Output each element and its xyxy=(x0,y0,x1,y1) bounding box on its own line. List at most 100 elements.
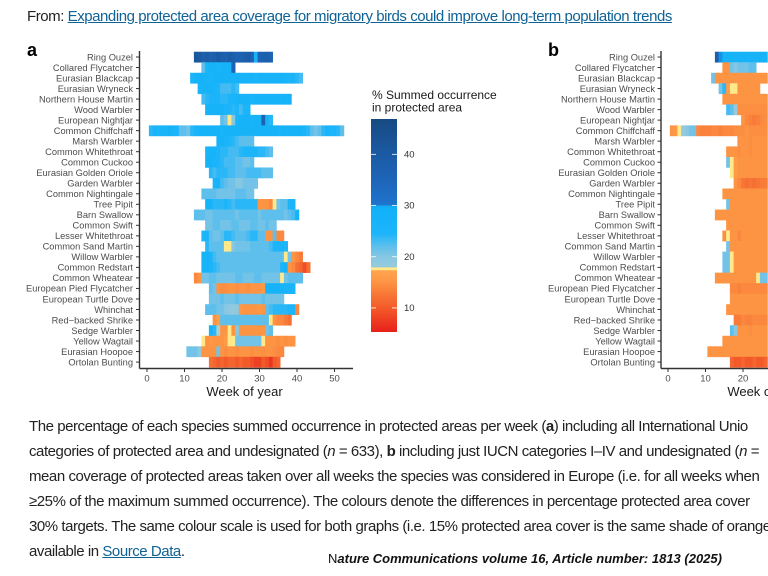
heatmap-cell xyxy=(752,104,757,116)
heatmap-cell xyxy=(733,146,738,158)
heatmap-row xyxy=(722,93,768,105)
heatmap-cell xyxy=(287,251,292,263)
heatmap-cell xyxy=(227,199,232,210)
heatmap-cell xyxy=(253,325,258,337)
heatmap-cell xyxy=(752,199,757,210)
heatmap-row xyxy=(726,199,768,210)
heatmap-cell xyxy=(722,125,727,137)
heatmap-cell xyxy=(223,72,228,84)
heatmap-cell xyxy=(276,241,281,252)
heatmap-row xyxy=(205,104,251,116)
heatmap-cell xyxy=(763,262,768,273)
heatmap-cell xyxy=(223,62,228,74)
species-label: Common Whitethroat xyxy=(567,147,655,157)
heatmap-cell xyxy=(227,356,232,368)
heatmap-cell xyxy=(216,314,221,326)
heatmap-cell xyxy=(283,93,288,105)
heatmap-cell xyxy=(272,283,277,294)
heatmap-cell xyxy=(223,177,228,189)
heatmap-cell xyxy=(287,272,292,284)
heatmap-cell xyxy=(246,177,251,189)
heatmap-cell xyxy=(197,272,202,284)
heatmap-cell xyxy=(295,272,300,284)
heatmap-cell xyxy=(726,335,731,347)
heatmap-cell xyxy=(268,314,273,326)
legend-title: % Summed occurrence xyxy=(372,88,497,102)
heatmap-cell xyxy=(283,283,288,294)
heatmap-cell xyxy=(231,114,236,126)
heatmap-cell xyxy=(752,62,757,74)
heatmap-cell xyxy=(257,220,262,231)
heatmap-cell xyxy=(235,325,240,337)
heatmap-cell xyxy=(261,304,266,316)
heatmap-cell xyxy=(752,188,757,200)
heatmap-row xyxy=(726,304,768,316)
heatmap-cell xyxy=(737,230,742,242)
heatmap-cell xyxy=(235,220,240,231)
species-label: Common Chiffchaff xyxy=(54,126,134,136)
heatmap-cell xyxy=(268,72,273,84)
heatmap-cell xyxy=(238,335,243,347)
heatmap-cell xyxy=(756,335,761,347)
heatmap-cell xyxy=(287,199,292,210)
caption-line: ≥25% of the maximum summed occurrence). … xyxy=(29,489,768,514)
heatmap-cell xyxy=(722,93,727,105)
heatmap-cell xyxy=(238,114,243,126)
heatmap-cell xyxy=(748,251,753,263)
heatmap-cell xyxy=(257,304,262,316)
heatmap-cell xyxy=(223,125,228,137)
heatmap-cell xyxy=(748,146,753,158)
heatmap-cell xyxy=(242,125,247,137)
heatmap-cell xyxy=(265,125,270,137)
heatmap-cell xyxy=(737,272,742,284)
heatmap-cell xyxy=(737,188,742,200)
heatmap-cell xyxy=(714,272,719,284)
article-title-link[interactable]: Expanding protected area coverage for mi… xyxy=(67,8,673,25)
heatmap-cell xyxy=(759,72,764,84)
heatmap-cell xyxy=(336,125,341,137)
heatmap-cell xyxy=(223,220,228,231)
heatmap-cell xyxy=(265,293,270,305)
heatmap-cell xyxy=(261,230,266,242)
species-label: Sedge Warbler xyxy=(71,326,133,336)
heatmap-cell xyxy=(190,72,195,84)
heatmap-cell xyxy=(733,62,738,74)
heatmap-cell xyxy=(220,167,225,179)
heatmap-cell xyxy=(212,251,217,263)
heatmap-cell xyxy=(752,114,757,126)
heatmap-cell xyxy=(201,262,206,273)
heatmap-cell xyxy=(707,125,712,137)
heatmap-cell xyxy=(197,83,202,95)
source-data-link[interactable]: Source Data xyxy=(102,543,181,560)
heatmap-cell xyxy=(741,83,746,95)
heatmap-row xyxy=(212,177,258,189)
heatmap-row xyxy=(726,104,768,116)
heatmap-cell xyxy=(220,262,225,273)
heatmap-cell xyxy=(737,104,742,116)
heatmap-cell xyxy=(201,230,206,242)
heatmap-row xyxy=(726,220,768,231)
heatmap-cell xyxy=(287,72,292,84)
heatmap-cell xyxy=(220,51,225,63)
heatmap-cell xyxy=(223,209,228,221)
heatmap-cell xyxy=(684,125,689,137)
heatmap-cell xyxy=(737,135,742,147)
heatmap-cell xyxy=(744,346,749,358)
heatmap-cell xyxy=(253,72,258,84)
heatmap-cell xyxy=(220,220,225,231)
heatmap-cell xyxy=(729,146,734,158)
heatmap-cell xyxy=(261,125,266,137)
heatmap-cell xyxy=(227,62,232,74)
heatmap-cell xyxy=(257,356,262,368)
heatmap-cell xyxy=(235,241,240,252)
heatmap-cell xyxy=(235,283,240,294)
heatmap-cell xyxy=(280,72,285,84)
heatmap-cell xyxy=(272,251,277,263)
heatmap-cell xyxy=(756,51,761,63)
heatmap-row xyxy=(208,325,273,337)
heatmap-cell xyxy=(201,72,206,84)
heatmap-cell xyxy=(223,314,228,326)
heatmap-cell xyxy=(242,93,247,105)
heatmap-cell xyxy=(752,230,757,242)
caption-text: mean coverage of protected areas taken o… xyxy=(29,468,760,485)
